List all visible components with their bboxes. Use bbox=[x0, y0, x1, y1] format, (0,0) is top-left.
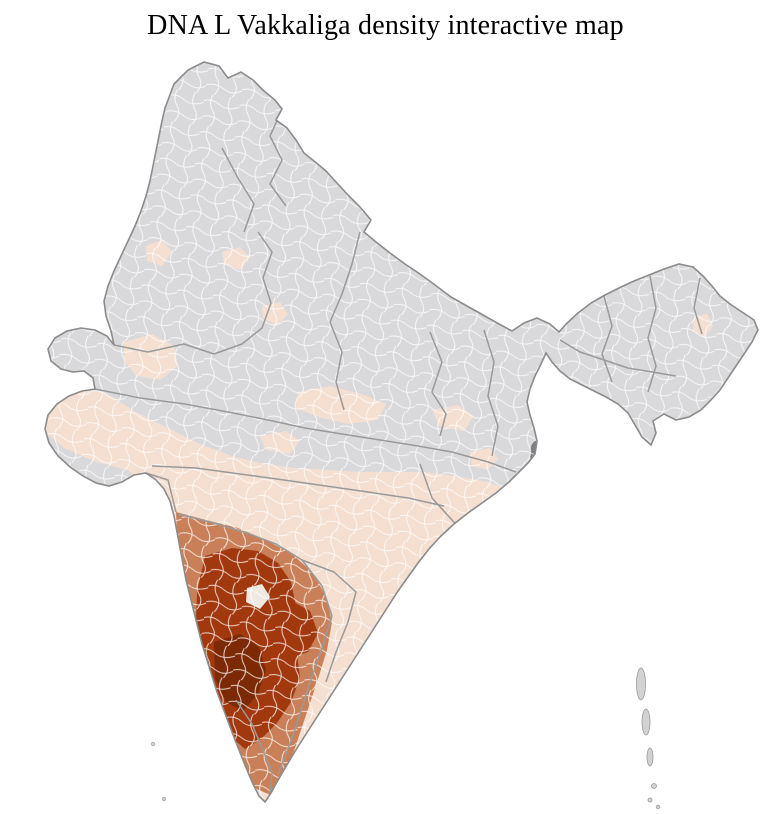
page-title: DNA L Vakkaliga density interactive map bbox=[147, 10, 624, 41]
state-borders bbox=[94, 109, 703, 793]
andaman-nicobar-islands[interactable] bbox=[636, 667, 661, 810]
lakshadweep-islands[interactable] bbox=[150, 741, 167, 802]
